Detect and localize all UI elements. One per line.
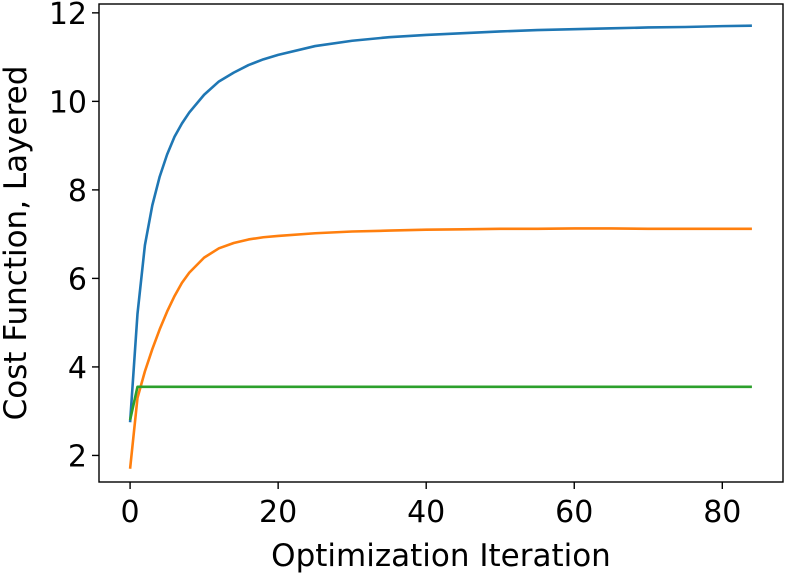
x-tick-label: 20	[259, 495, 297, 530]
x-axis-title: Optimization Iteration	[271, 538, 611, 574]
x-tick-label: 40	[407, 495, 445, 530]
y-tick-label: 8	[68, 174, 87, 209]
y-tick-label: 10	[49, 85, 87, 120]
y-axis-title: Cost Function, Layered	[0, 66, 34, 421]
series-line-1	[128, 24, 752, 423]
y-tick-label: 2	[68, 439, 87, 474]
y-tick-label: 12	[49, 0, 87, 32]
plot-frame	[98, 3, 784, 483]
series-line-2	[128, 227, 752, 469]
x-tick-label: 60	[555, 495, 593, 530]
x-tick-label: 0	[121, 495, 140, 530]
y-tick-label: 6	[68, 262, 87, 297]
y-tick-label: 4	[68, 351, 87, 386]
x-tick-label: 80	[703, 495, 741, 530]
series-line-3	[128, 385, 752, 421]
